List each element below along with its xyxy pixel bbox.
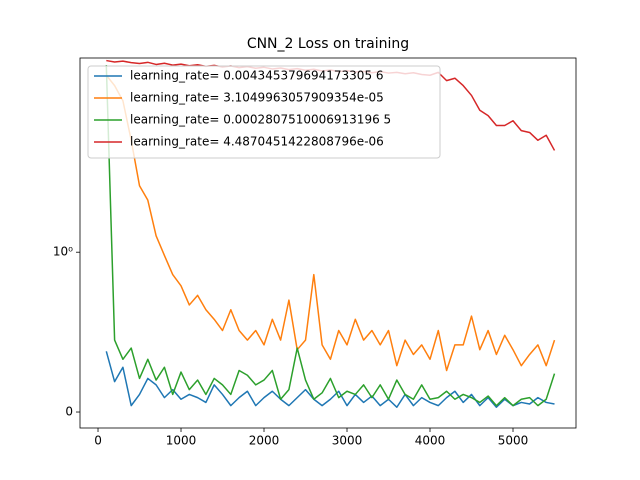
series-line <box>105 351 555 408</box>
x-tick-label: 5000 <box>498 434 529 448</box>
chart-title: CNN_2 Loss on training <box>247 36 409 52</box>
legend: learning_rate= 0.004345379694173305 6 lea… <box>87 65 441 159</box>
axes-frame <box>79 57 577 429</box>
y-tick-label: 0 <box>65 405 73 419</box>
legend-label: learning_rate= 3.1049963057909354e-05 <box>130 91 384 105</box>
series-line <box>105 65 556 407</box>
series-line <box>105 74 556 372</box>
x-tick-label: 2000 <box>249 434 280 448</box>
y-tick-label: 10⁰ <box>53 245 73 259</box>
legend-label: learning_rate= 4.4870451422808796e-06 <box>130 135 384 149</box>
legend-box <box>87 65 441 159</box>
x-tick-label: 4000 <box>415 434 446 448</box>
legend-label: learning_rate= 0.0002807510006913196 5 <box>130 113 391 127</box>
x-tick-label: 0 <box>94 434 102 448</box>
x-tick-label: 1000 <box>166 434 197 448</box>
legend-label: learning_rate= 0.004345379694173305 6 <box>130 69 384 83</box>
x-tick-label: 3000 <box>332 434 363 448</box>
